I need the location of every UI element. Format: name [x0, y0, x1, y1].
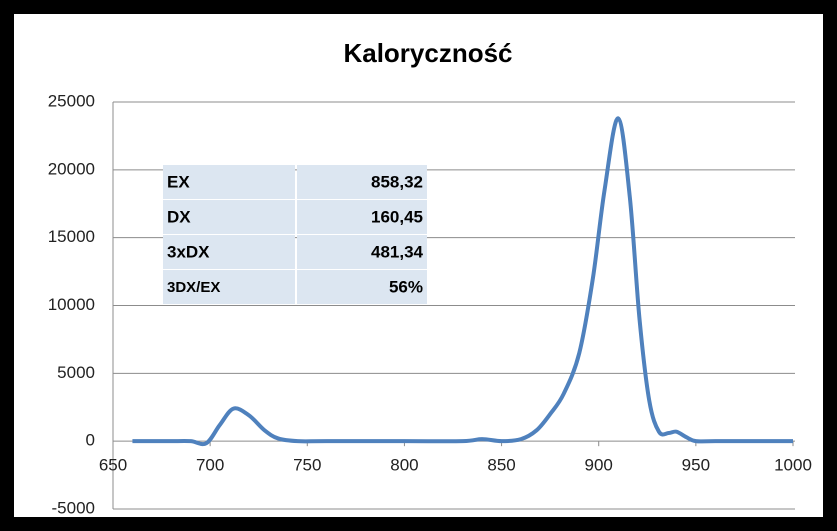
y-tick-label: 10000	[48, 295, 95, 314]
table-cell	[297, 270, 427, 304]
x-tick-label: 850	[487, 456, 515, 475]
x-tick-label: 650	[99, 456, 127, 475]
x-tick-label: 950	[682, 456, 710, 475]
table-cell	[163, 165, 295, 199]
x-tick-label: 800	[390, 456, 418, 475]
y-tick-label: -5000	[52, 498, 95, 517]
table-cell	[297, 200, 427, 234]
chart-title: Kaloryczność	[343, 38, 512, 68]
table-label: 3xDX	[167, 242, 210, 261]
table-cell	[163, 200, 295, 234]
table-label: 3DX/EX	[167, 279, 220, 296]
table-cell	[297, 235, 427, 269]
table-value: 858,32	[371, 172, 423, 191]
table-value: 56%	[389, 277, 423, 296]
y-tick-label: 15000	[48, 227, 95, 246]
y-tick-label: 25000	[48, 91, 95, 110]
table-label: EX	[167, 172, 190, 191]
x-tick-label: 750	[293, 456, 321, 475]
y-tick-label: 0	[86, 431, 95, 450]
x-tick-label: 900	[585, 456, 613, 475]
x-tick-label: 700	[196, 456, 224, 475]
table-cell	[163, 270, 295, 304]
data-line	[132, 116, 793, 447]
table-cell	[163, 235, 295, 269]
y-tick-label: 5000	[57, 363, 95, 382]
table-cell	[297, 165, 427, 199]
y-tick-label: 20000	[48, 159, 95, 178]
table-label: DX	[167, 207, 191, 226]
x-tick-label: 1000	[774, 456, 812, 475]
table-value: 481,34	[371, 242, 424, 261]
table-value: 160,45	[371, 207, 423, 226]
